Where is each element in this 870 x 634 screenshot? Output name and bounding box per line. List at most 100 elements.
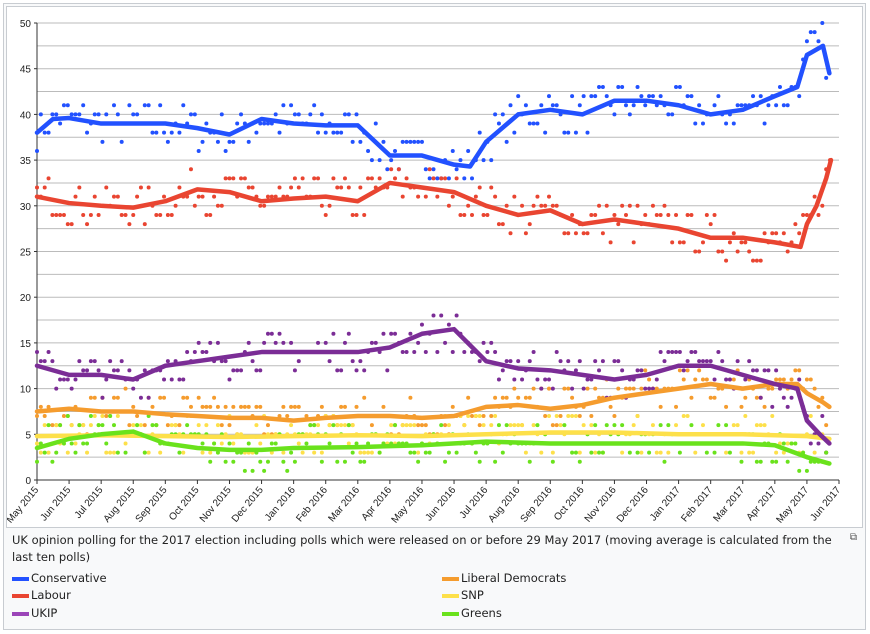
poll-point bbox=[493, 350, 498, 355]
poll-point bbox=[450, 148, 455, 153]
poll-point bbox=[235, 368, 240, 373]
poll-point bbox=[816, 212, 821, 217]
poll-point bbox=[316, 130, 321, 135]
poll-point bbox=[265, 459, 270, 464]
poll-point bbox=[570, 94, 575, 99]
poll-point bbox=[812, 450, 817, 455]
poll-point bbox=[208, 404, 213, 409]
poll-point bbox=[138, 423, 143, 428]
poll-point bbox=[427, 167, 432, 172]
poll-point bbox=[496, 222, 501, 227]
poll-point bbox=[358, 185, 363, 190]
poll-point bbox=[169, 212, 174, 217]
poll-point bbox=[254, 130, 259, 135]
poll-point bbox=[724, 450, 729, 455]
poll-point bbox=[508, 103, 513, 108]
poll-point bbox=[539, 103, 544, 108]
poll-point bbox=[262, 121, 267, 126]
poll-point bbox=[631, 240, 636, 245]
poll-point bbox=[766, 103, 771, 108]
poll-point bbox=[562, 231, 567, 236]
x-tick-label: Apr 2016 bbox=[360, 485, 395, 523]
poll-point bbox=[408, 450, 413, 455]
y-tick-label: 45 bbox=[20, 65, 32, 76]
poll-point bbox=[500, 450, 505, 455]
poll-point bbox=[50, 459, 55, 464]
chart-image[interactable]: 0 5 10 15 20 25 30 35 40 45 50 May 2015 Jun 2015 Jul … bbox=[6, 6, 863, 528]
poll-point bbox=[285, 414, 290, 419]
poll-point bbox=[100, 414, 105, 419]
poll-point bbox=[154, 212, 159, 217]
poll-point bbox=[712, 395, 717, 400]
poll-point bbox=[369, 340, 374, 345]
poll-point bbox=[208, 450, 213, 455]
poll-point bbox=[546, 94, 551, 99]
poll-point bbox=[693, 377, 698, 382]
poll-point bbox=[689, 423, 694, 428]
poll-point bbox=[58, 212, 63, 217]
poll-point bbox=[104, 185, 109, 190]
poll-point bbox=[88, 395, 93, 400]
poll-point bbox=[162, 194, 167, 199]
poll-point bbox=[369, 423, 374, 428]
poll-point bbox=[350, 423, 355, 428]
poll-point bbox=[720, 249, 725, 254]
poll-point bbox=[766, 368, 771, 373]
poll-point bbox=[631, 423, 636, 428]
poll-point bbox=[531, 350, 536, 355]
poll-point bbox=[470, 176, 475, 181]
poll-point bbox=[181, 395, 186, 400]
poll-point bbox=[481, 423, 486, 428]
poll-point bbox=[566, 359, 571, 364]
poll-point bbox=[751, 94, 756, 99]
poll-point bbox=[177, 130, 182, 135]
poll-point bbox=[358, 450, 363, 455]
legend-swatch bbox=[442, 611, 459, 616]
x-tick-label: Jun 2017 bbox=[808, 485, 843, 524]
poll-point bbox=[431, 167, 436, 172]
poll-point bbox=[150, 423, 155, 428]
poll-point bbox=[754, 423, 759, 428]
poll-point bbox=[654, 377, 659, 382]
poll-point bbox=[246, 185, 251, 190]
poll-point bbox=[493, 414, 498, 419]
poll-point bbox=[115, 395, 120, 400]
poll-point bbox=[104, 377, 109, 382]
poll-point bbox=[674, 404, 679, 409]
poll-point bbox=[473, 414, 478, 419]
poll-point bbox=[227, 423, 232, 428]
poll-point bbox=[239, 112, 244, 117]
poll-point bbox=[88, 212, 93, 217]
poll-point bbox=[273, 112, 278, 117]
poll-point bbox=[339, 130, 344, 135]
poll-point bbox=[389, 158, 394, 163]
poll-point bbox=[85, 368, 90, 373]
poll-point bbox=[46, 350, 51, 355]
poll-point bbox=[254, 423, 259, 428]
poll-point bbox=[481, 212, 486, 217]
poll-point bbox=[246, 404, 251, 409]
poll-point bbox=[416, 459, 421, 464]
poll-point bbox=[762, 423, 767, 428]
poll-point bbox=[246, 139, 251, 144]
poll-point bbox=[566, 386, 571, 391]
poll-point bbox=[289, 340, 294, 345]
poll-point bbox=[61, 212, 66, 217]
poll-point bbox=[439, 423, 444, 428]
poll-point bbox=[92, 395, 97, 400]
poll-point bbox=[770, 386, 775, 391]
poll-point bbox=[223, 359, 228, 364]
poll-point bbox=[754, 395, 759, 400]
poll-point bbox=[196, 148, 201, 153]
poll-point bbox=[789, 441, 794, 446]
poll-point bbox=[416, 423, 421, 428]
enlarge-icon[interactable]: ⧉ bbox=[849, 532, 857, 543]
legend-swatch bbox=[442, 576, 459, 581]
poll-point bbox=[808, 30, 813, 35]
poll-point bbox=[662, 459, 667, 464]
poll-point bbox=[546, 194, 551, 199]
poll-point bbox=[666, 423, 671, 428]
poll-point bbox=[215, 139, 220, 144]
poll-point bbox=[289, 404, 294, 409]
